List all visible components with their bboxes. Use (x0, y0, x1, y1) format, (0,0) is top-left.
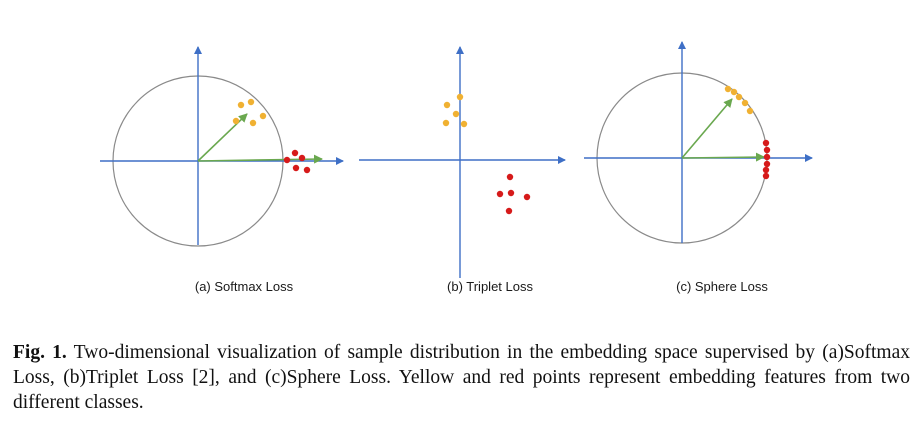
panel-b-class-a-point (460, 120, 468, 128)
panel-a-label: (a) Softmax Loss (194, 279, 294, 294)
panel-a-class-b-point (291, 149, 299, 157)
panel-b-label: (b) Triplet Loss (447, 279, 533, 294)
panel-c-class-b-point (762, 139, 770, 147)
panel-c-class-a-point (741, 99, 749, 107)
panel-b-class-b-point (506, 173, 514, 181)
panel-c-class-a-point (746, 107, 754, 115)
panel-a-class-b-point (292, 164, 300, 172)
panel-c-class-b-point (763, 160, 771, 168)
panel-b-class-b-point (523, 193, 531, 201)
panel-a-class-b-point (298, 154, 306, 162)
panel-b-class-b-point (496, 190, 504, 198)
caption-text: Two-dimensional visualization of sample … (13, 342, 910, 413)
caption-label: Fig. 1. (13, 342, 67, 363)
panel-c-class-a-point (730, 88, 738, 96)
panel-a-class-a-point (232, 117, 240, 125)
panel-a-class-b-point (303, 166, 311, 174)
figure-panels (100, 41, 813, 278)
panel-c-class-a-point (724, 85, 732, 93)
panel-c-class-b-point (763, 146, 771, 154)
panel-b-class-b-point (507, 189, 515, 197)
panel-c-class-a-point (735, 93, 743, 101)
panel-a-class-a-point (247, 98, 255, 106)
panel-c-vector-a (681, 98, 733, 159)
figure-caption: Fig. 1. Two-dimensional visualization of… (13, 340, 910, 415)
panel-c-label: (c) Sphere Loss (676, 279, 768, 294)
panel-b-class-a-point (452, 110, 460, 118)
panel-b-class-a-point (456, 93, 464, 101)
panel-b-class-a-point (442, 119, 450, 127)
panel-b-class-a-point (443, 101, 451, 109)
panel-a-class-a-point (249, 119, 257, 127)
panel-c-class-b-point (763, 153, 771, 161)
panel-b-class-b-point (505, 207, 513, 215)
panel-c-class-b-point (762, 172, 770, 180)
panel-c-vector-b (681, 152, 765, 162)
panel-c-class-b-point (762, 166, 770, 174)
panel-a-class-a-point (237, 101, 245, 109)
panel-a-class-b-point (283, 156, 291, 164)
panel-a-class-a-point (259, 112, 267, 120)
panel-a-vector-a (197, 113, 248, 162)
